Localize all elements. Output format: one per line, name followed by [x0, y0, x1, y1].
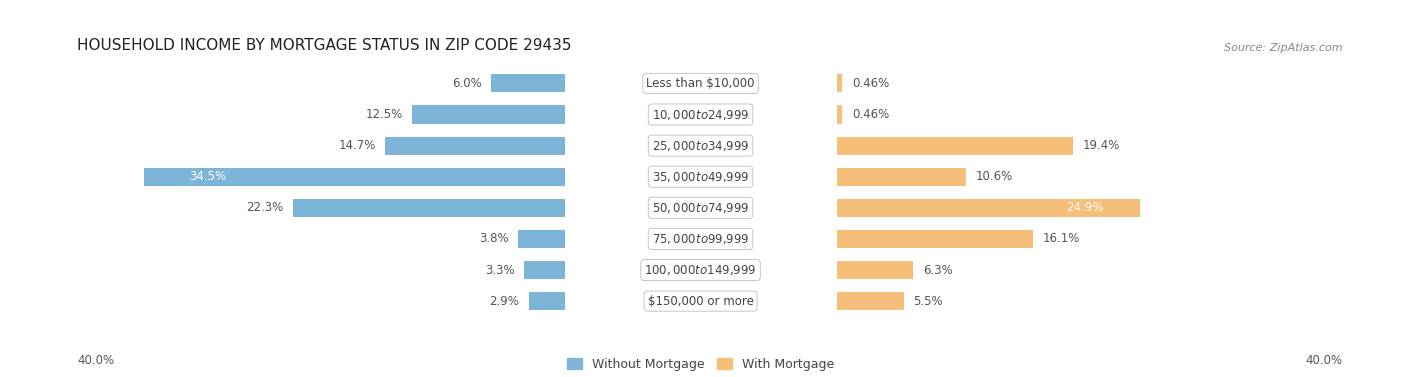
Bar	[565, 286, 1406, 317]
Text: 0.46%: 0.46%	[852, 108, 889, 121]
Text: 40.0%: 40.0%	[1306, 354, 1343, 367]
Bar	[0, 286, 837, 317]
Bar	[837, 292, 904, 310]
Bar	[565, 68, 1406, 99]
Text: $50,000 to $74,999: $50,000 to $74,999	[652, 201, 749, 215]
Text: 5.5%: 5.5%	[914, 295, 943, 308]
Bar	[412, 106, 564, 124]
Bar	[565, 254, 1406, 286]
Text: 16.1%: 16.1%	[1042, 233, 1080, 245]
Bar	[0, 192, 837, 223]
Bar	[0, 161, 565, 192]
Text: 22.3%: 22.3%	[246, 201, 283, 214]
Text: Less than $10,000: Less than $10,000	[647, 77, 755, 90]
Text: 2.9%: 2.9%	[489, 295, 519, 308]
Bar	[529, 292, 564, 310]
Bar	[0, 192, 565, 223]
Text: $100,000 to $149,999: $100,000 to $149,999	[644, 263, 756, 277]
Bar	[837, 106, 842, 124]
Bar	[565, 99, 1406, 130]
Bar	[0, 254, 837, 286]
Text: 19.4%: 19.4%	[1083, 139, 1121, 152]
Text: 40.0%: 40.0%	[77, 354, 114, 367]
Bar	[837, 168, 966, 186]
Bar	[0, 286, 565, 317]
Bar	[292, 199, 564, 217]
Text: 6.3%: 6.3%	[924, 264, 953, 276]
Bar	[565, 223, 1406, 254]
Text: 0.46%: 0.46%	[852, 77, 889, 90]
Text: 10.6%: 10.6%	[976, 170, 1012, 183]
Bar	[565, 192, 1406, 223]
Bar	[837, 199, 1140, 217]
Bar	[0, 223, 565, 254]
Bar	[524, 261, 564, 279]
Bar	[0, 223, 837, 254]
Bar	[565, 130, 1406, 161]
Bar	[385, 136, 564, 155]
Text: 34.5%: 34.5%	[188, 170, 226, 183]
Text: 24.9%: 24.9%	[1067, 201, 1104, 214]
Bar	[0, 130, 565, 161]
Bar	[837, 74, 842, 92]
Bar	[0, 99, 565, 130]
Bar	[837, 136, 1073, 155]
Bar	[0, 130, 837, 161]
Text: 14.7%: 14.7%	[339, 139, 375, 152]
Text: 6.0%: 6.0%	[451, 77, 482, 90]
Text: 3.3%: 3.3%	[485, 264, 515, 276]
Bar	[837, 261, 914, 279]
Legend: Without Mortgage, With Mortgage: Without Mortgage, With Mortgage	[562, 353, 839, 376]
Bar	[565, 161, 1406, 192]
Text: $75,000 to $99,999: $75,000 to $99,999	[652, 232, 749, 246]
Bar	[0, 99, 837, 130]
Bar	[145, 168, 564, 186]
Text: Source: ZipAtlas.com: Source: ZipAtlas.com	[1225, 43, 1343, 53]
Text: HOUSEHOLD INCOME BY MORTGAGE STATUS IN ZIP CODE 29435: HOUSEHOLD INCOME BY MORTGAGE STATUS IN Z…	[77, 38, 572, 53]
Bar	[0, 68, 837, 99]
Text: $10,000 to $24,999: $10,000 to $24,999	[652, 107, 749, 121]
Bar	[0, 68, 565, 99]
Bar	[0, 161, 837, 192]
Bar	[492, 74, 564, 92]
Text: 12.5%: 12.5%	[366, 108, 402, 121]
Text: 3.8%: 3.8%	[479, 233, 509, 245]
Text: $150,000 or more: $150,000 or more	[648, 295, 754, 308]
Text: $35,000 to $49,999: $35,000 to $49,999	[652, 170, 749, 184]
Text: $25,000 to $34,999: $25,000 to $34,999	[652, 139, 749, 153]
Bar	[837, 230, 1032, 248]
Bar	[0, 254, 565, 286]
Bar	[519, 230, 564, 248]
